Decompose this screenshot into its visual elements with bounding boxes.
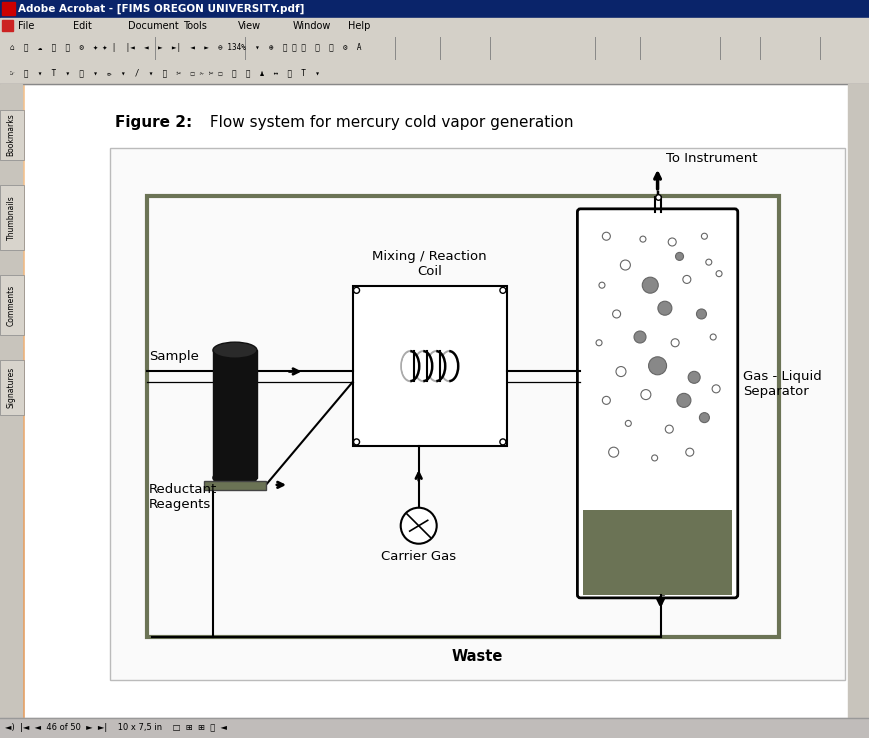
Circle shape (670, 339, 679, 347)
Circle shape (620, 260, 630, 270)
Bar (583, 510, 731, 595)
Circle shape (651, 455, 657, 461)
Circle shape (640, 390, 650, 399)
Circle shape (715, 271, 721, 277)
Text: Document: Document (128, 21, 178, 31)
Bar (0, 185, 24, 250)
Ellipse shape (415, 352, 431, 380)
Bar (203, 481, 266, 490)
Bar (0, 360, 24, 415)
Bar (0, 275, 24, 335)
Text: Comments: Comments (6, 284, 16, 325)
Circle shape (353, 287, 359, 293)
Ellipse shape (213, 470, 256, 486)
Circle shape (657, 301, 671, 315)
Text: ☞  🔍  ▾  T  ▾  🖊  ▾  ✏  ▾  /  ▾  📦  ✂  ☐ ✁ ✂ ☐  🔗  🔗  ♟  ↔  🖺  T  ▾: ☞ 🔍 ▾ T ▾ 🖊 ▾ ✏ ▾ / ▾ 📦 ✂ ☐ ✁ ✂ ☐ 🔗 🔗 ♟ … (10, 69, 320, 77)
Circle shape (500, 287, 505, 293)
Circle shape (353, 439, 359, 445)
Circle shape (647, 356, 666, 375)
Text: Tools: Tools (182, 21, 207, 31)
Circle shape (598, 282, 604, 288)
Circle shape (601, 396, 610, 404)
Text: View: View (238, 21, 261, 31)
Text: ◄)  |◄  ◄  46 of 50  ►  ►|    10 x 7,5 in    □  ⊞  ⊞  🔑  ◄: ◄) |◄ ◄ 46 of 50 ► ►| 10 x 7,5 in □ ⊞ ⊞ … (5, 723, 227, 733)
Circle shape (634, 331, 646, 343)
Circle shape (687, 371, 700, 383)
Ellipse shape (213, 342, 256, 358)
Text: Reductant
Reagents: Reductant Reagents (149, 483, 216, 511)
Bar (147, 196, 778, 638)
Text: Carrier Gas: Carrier Gas (381, 550, 455, 562)
Circle shape (682, 275, 690, 283)
Bar (2, 20, 13, 31)
Circle shape (674, 252, 683, 261)
Circle shape (401, 508, 436, 544)
Text: Window: Window (293, 21, 331, 31)
Text: Adobe Acrobat - [FIMS OREGON UNIVERSITY.pdf]: Adobe Acrobat - [FIMS OREGON UNIVERSITY.… (18, 4, 304, 14)
Text: Figure 2:: Figure 2: (115, 114, 192, 129)
Bar (0, 84, 22, 718)
Text: Bookmarks: Bookmarks (6, 114, 16, 156)
Text: Mixing / Reaction
Coil: Mixing / Reaction Coil (372, 250, 487, 278)
Circle shape (608, 447, 618, 457)
Circle shape (709, 334, 715, 340)
Text: File: File (18, 21, 35, 31)
Ellipse shape (441, 352, 457, 380)
Bar (847, 84, 869, 718)
FancyBboxPatch shape (577, 209, 737, 598)
Circle shape (615, 367, 626, 376)
Bar (0, 0, 869, 18)
Text: Gas - Liquid
Separator: Gas - Liquid Separator (742, 370, 820, 399)
Circle shape (601, 232, 610, 241)
Bar (213, 350, 256, 477)
Circle shape (712, 384, 720, 393)
Text: ⌂  ⎘  ☁  🖨  📌  ⚙  ✦ ✦ |  |◄  ◄  ►  ►|  ◄  ►  ⊖ 134%  ▾  ⊕  📄 📄 📄  🖹  🔲  ⚙  A: ⌂ ⎘ ☁ 🖨 📌 ⚙ ✦ ✦ | |◄ ◄ ► ►| ◄ ► ⊖ 134% ▾… (10, 44, 362, 52)
Circle shape (705, 259, 711, 265)
Text: Thumbnails: Thumbnails (6, 195, 16, 240)
Bar (0, 18, 869, 34)
Circle shape (625, 421, 631, 427)
Bar (2, 2, 15, 15)
Text: Edit: Edit (73, 21, 92, 31)
Circle shape (700, 233, 706, 239)
Circle shape (595, 339, 601, 346)
Circle shape (676, 393, 690, 407)
Circle shape (665, 425, 673, 433)
Circle shape (699, 413, 708, 423)
Bar (0, 62, 869, 84)
Circle shape (696, 309, 706, 319)
Ellipse shape (428, 352, 444, 380)
Text: Help: Help (348, 21, 370, 31)
Bar (109, 148, 844, 680)
Text: Flow system for mercury cold vapor generation: Flow system for mercury cold vapor gener… (205, 114, 573, 129)
Circle shape (641, 277, 658, 293)
Circle shape (685, 448, 693, 456)
Bar (25, 84, 847, 718)
Circle shape (640, 236, 645, 242)
Text: Waste: Waste (451, 649, 502, 664)
Bar (0, 34, 869, 62)
Text: Sample: Sample (149, 351, 198, 363)
Ellipse shape (401, 352, 418, 380)
Bar (352, 286, 507, 446)
Bar (0, 718, 869, 738)
Circle shape (667, 238, 675, 246)
Circle shape (612, 310, 620, 318)
Text: To Instrument: To Instrument (665, 152, 756, 165)
Text: Signatures: Signatures (6, 367, 16, 408)
Bar (0, 110, 24, 160)
Circle shape (500, 439, 505, 445)
